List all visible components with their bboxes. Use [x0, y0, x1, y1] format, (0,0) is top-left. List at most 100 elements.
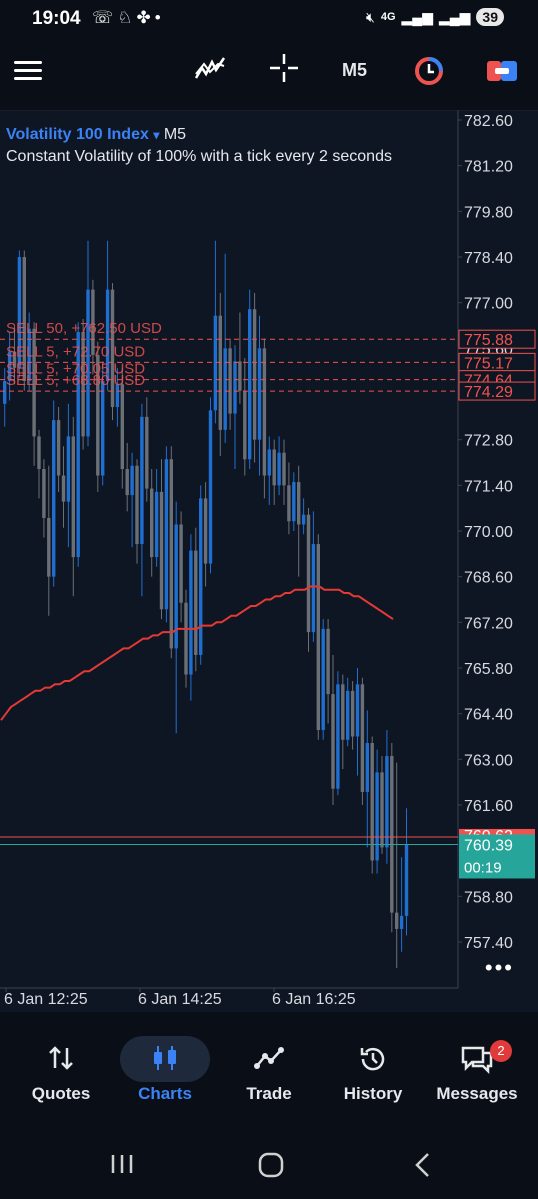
candle-body [282, 452, 286, 486]
history-icon [320, 1044, 426, 1074]
price-tick-label: 772.80 [464, 433, 513, 450]
price-tick-label: 779.80 [464, 204, 513, 221]
bar-countdown-label: 00:19 [464, 859, 502, 876]
candle-body [248, 309, 252, 460]
home-icon[interactable] [258, 1152, 284, 1183]
candle-body [145, 416, 149, 489]
price-tick-label: 781.20 [464, 159, 513, 176]
one-click-trading-icon[interactable] [486, 58, 518, 89]
snapchat-icon: ♘ [117, 8, 137, 27]
battery-icon: 39 [476, 8, 504, 26]
order-price-label: 775.88 [464, 332, 513, 349]
candle-body [27, 328, 31, 381]
whatsapp-icon: ☏ [92, 8, 118, 27]
candle-body [355, 684, 360, 737]
candle-body [101, 380, 105, 476]
candle-body [61, 475, 66, 502]
nav-messages[interactable]: 2 Messages [424, 1012, 530, 1122]
candle-body [154, 491, 159, 558]
candle-body [159, 491, 164, 610]
mute-icon: 🔇︎ [366, 8, 375, 25]
order-price-label: 775.17 [464, 355, 513, 372]
charts-icon [112, 1044, 218, 1074]
candle-body [306, 514, 311, 633]
price-tick-label: 777.00 [464, 296, 513, 313]
candle-body [321, 628, 325, 730]
messages-icon [424, 1044, 530, 1075]
order-price-box [458, 381, 536, 401]
price-tick-label: 765.80 [464, 661, 513, 678]
candle-body [140, 416, 144, 545]
candle-body [277, 452, 281, 486]
candle-body [385, 756, 389, 848]
candle-body [228, 348, 232, 414]
candle-body [311, 544, 316, 633]
price-chart[interactable]: 782.60781.20779.80778.40777.00775.60774.… [0, 110, 538, 1012]
dot-icon: • [154, 8, 165, 27]
notification-icons: ☏♘✤• [92, 8, 165, 28]
candle-body [169, 459, 173, 649]
candle-body [66, 436, 71, 502]
nav-messages-label: Messages [436, 1084, 518, 1103]
signal-icon: ▂▄▆ [401, 8, 433, 25]
candle-body [243, 390, 247, 460]
back-icon[interactable] [412, 1152, 432, 1183]
menu-icon[interactable] [14, 56, 42, 85]
pinwheel-icon: ✤ [136, 8, 155, 27]
symbol-header[interactable]: Volatility 100 Index ▾ M5 [6, 126, 186, 144]
active-tab-indicator [120, 1036, 210, 1082]
candle-body [135, 465, 139, 545]
candle-body [32, 328, 36, 437]
price-tick-label: 763.00 [464, 752, 513, 769]
nav-quotes[interactable]: Quotes [8, 1012, 114, 1122]
recent-apps-icon[interactable] [110, 1152, 134, 1181]
candle-body [12, 351, 17, 368]
candle-body [110, 289, 115, 408]
candle-body [370, 743, 374, 861]
candle-body [199, 498, 203, 655]
candle-body [179, 524, 183, 603]
symbol-name[interactable]: Volatility 100 Index [6, 126, 149, 143]
chart-canvas[interactable]: 782.60781.20779.80778.40777.00775.60774.… [0, 110, 538, 1012]
symbol-caret[interactable]: ▾ [153, 128, 160, 142]
candle-body [213, 315, 218, 411]
bid-price-box [459, 828, 535, 839]
current-price-label: 760.39 [464, 837, 513, 854]
more-options-icon[interactable]: ••• [484, 955, 514, 980]
candle-body [238, 361, 242, 391]
candle-body [115, 384, 120, 408]
trade-icon [216, 1044, 322, 1074]
timeframe-button[interactable]: M5 [342, 60, 368, 80]
candle-body [105, 289, 110, 381]
nav-trade[interactable]: Trade [216, 1012, 322, 1122]
nav-charts-label: Charts [138, 1084, 192, 1103]
candle-body [37, 436, 41, 470]
candle-body [184, 602, 188, 675]
candle-body [331, 694, 335, 789]
order-price-box [458, 329, 536, 349]
candle-body [395, 912, 399, 929]
candle-body [360, 684, 365, 792]
crosshair-icon[interactable] [268, 52, 300, 89]
timer-icon[interactable] [414, 56, 444, 91]
candle-body [252, 309, 257, 440]
candle-body [365, 743, 369, 792]
candle-body [130, 465, 134, 496]
candle-body [223, 348, 227, 430]
time-tick-label: 6 Jan 12:25 [4, 991, 88, 1008]
nav-charts[interactable]: Charts [112, 1012, 218, 1122]
candle-body [272, 449, 276, 486]
price-tick-label: 757.40 [464, 935, 513, 952]
candle-body [96, 354, 100, 476]
nav-history-label: History [343, 1084, 403, 1103]
candle-body [287, 485, 291, 522]
messages-badge: 2 [490, 1040, 512, 1062]
candle-body [203, 498, 208, 564]
signal-icon-2: ▂▄▆ [438, 8, 471, 25]
candle-body [125, 469, 129, 496]
candle-body [208, 410, 213, 564]
indicators-icon[interactable] [194, 54, 226, 89]
nav-history[interactable]: History [320, 1012, 426, 1122]
candle-body [326, 628, 330, 695]
candle-body [194, 550, 198, 655]
